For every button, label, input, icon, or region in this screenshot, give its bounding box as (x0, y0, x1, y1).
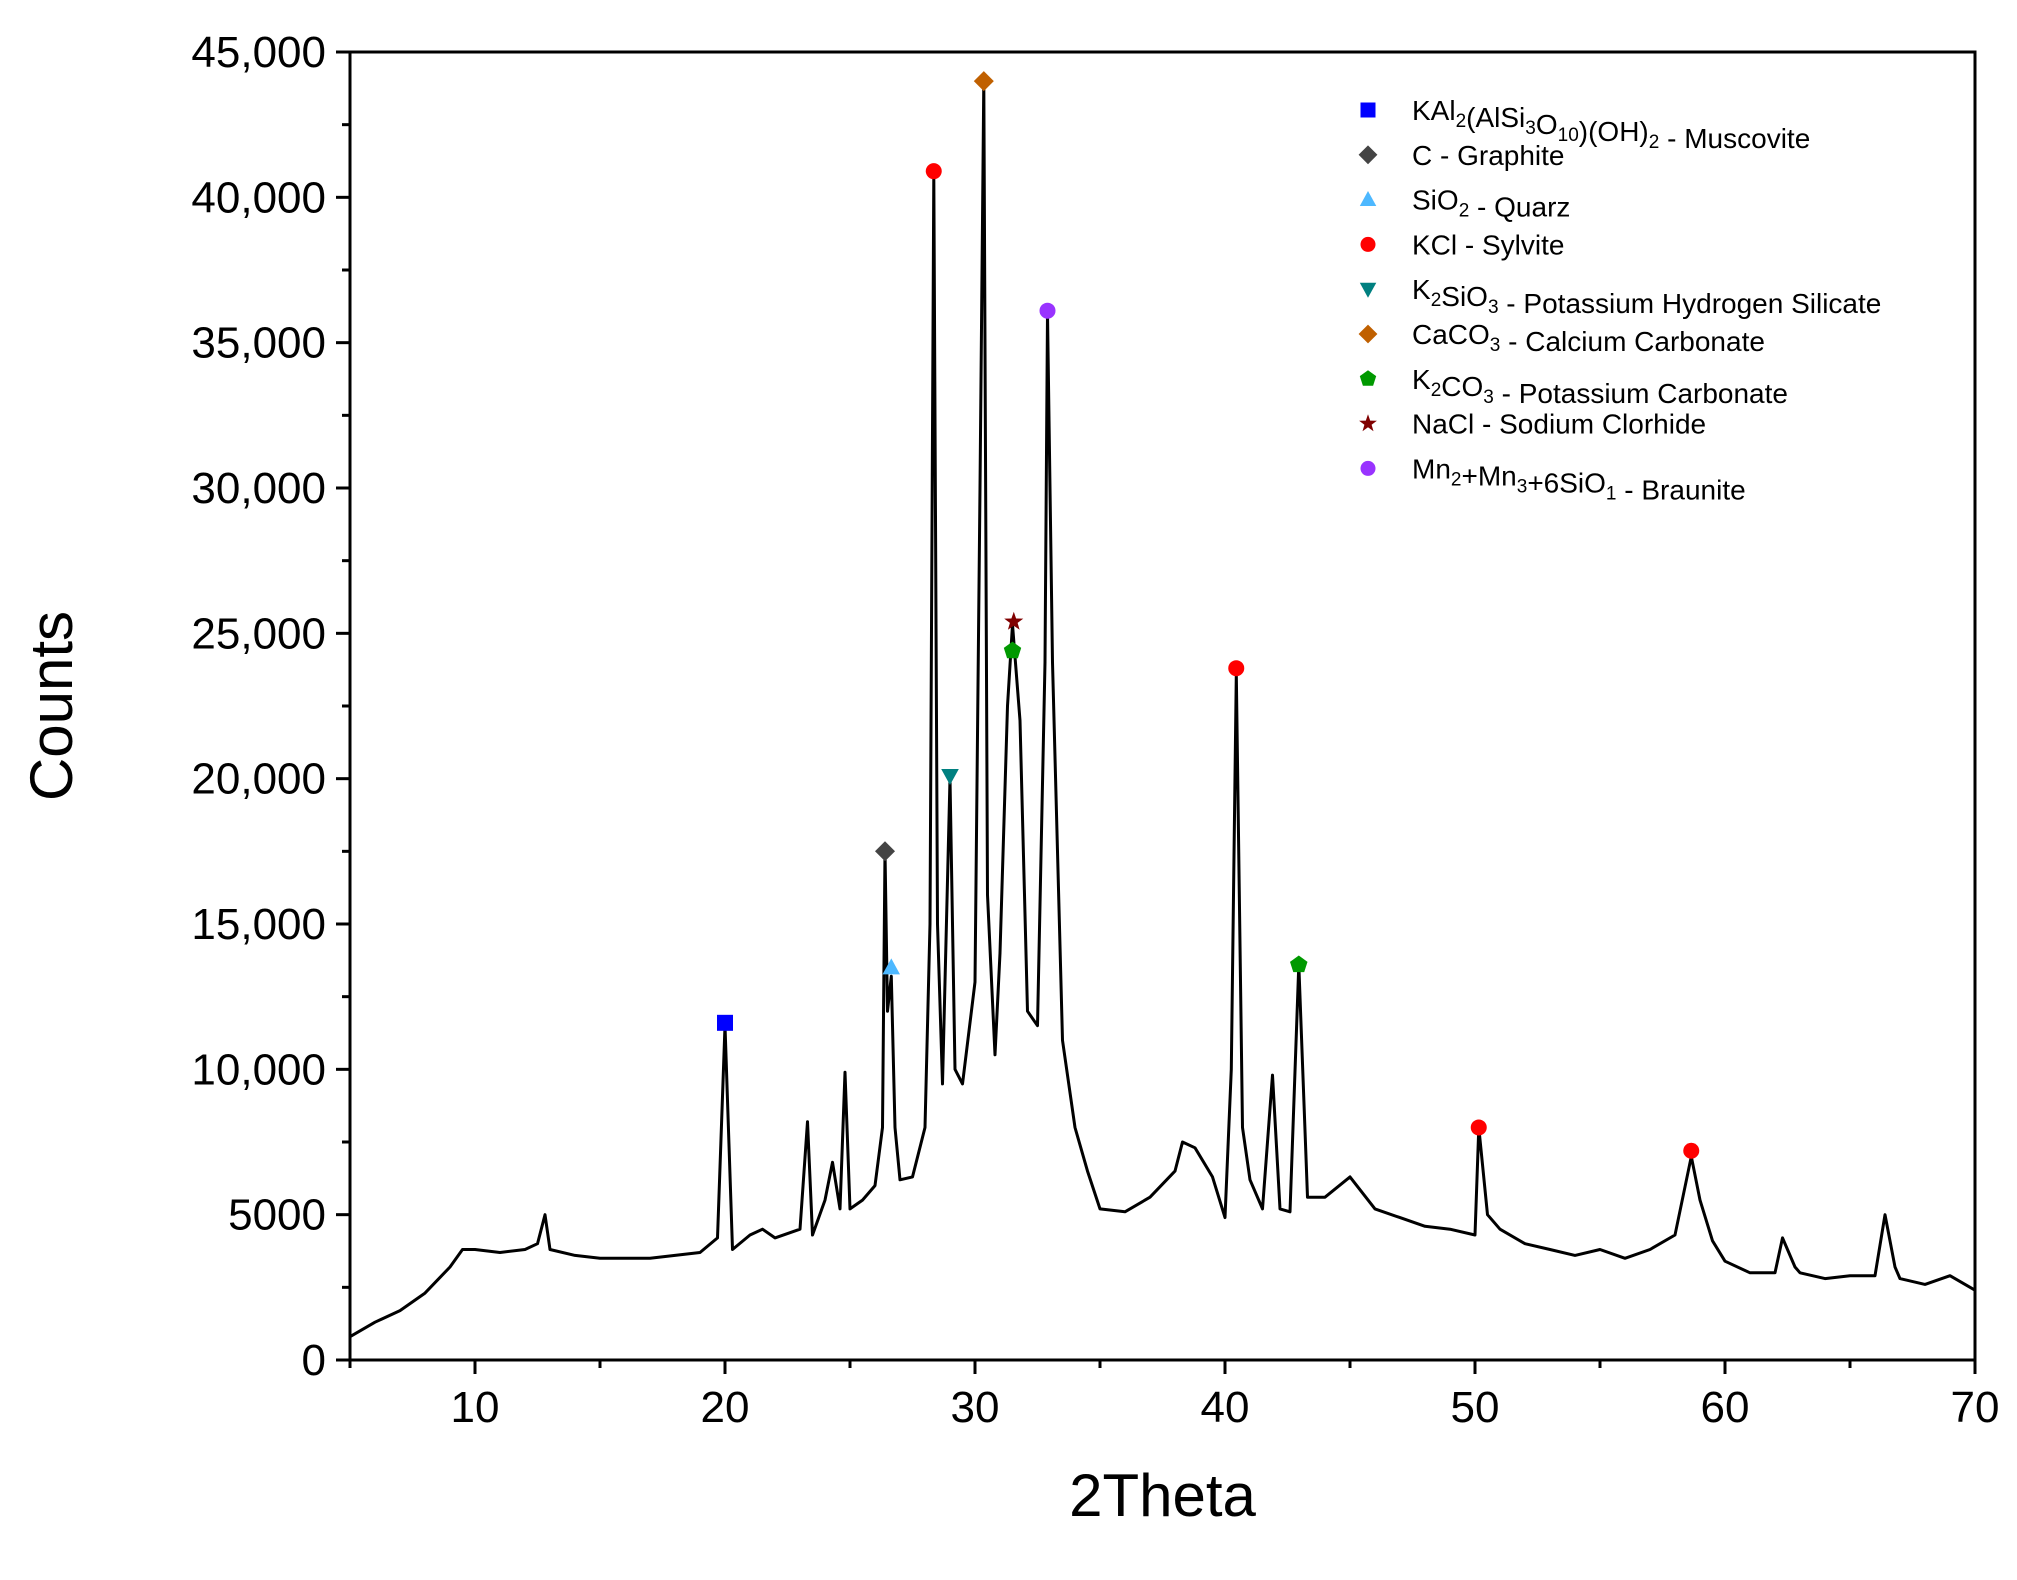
legend-marker (1359, 191, 1377, 206)
y-tick-label: 15,000 (191, 900, 326, 949)
legend-marker (1358, 324, 1378, 344)
peak-marker (1290, 955, 1308, 973)
legend-marker (1358, 145, 1378, 165)
peak-marker (1039, 302, 1056, 319)
y-tick-label: 45,000 (191, 28, 326, 77)
legend-label: CaCO3 - Calcium Carbonate (1412, 319, 1765, 357)
x-axis-title: 2Theta (1069, 1462, 1256, 1529)
peak-marker (1470, 1119, 1487, 1136)
legend-label: SiO2 - Quarz (1412, 185, 1570, 223)
peak-marker (882, 958, 900, 975)
legend-marker (1360, 236, 1376, 252)
peak-marker (875, 841, 895, 862)
peak-marker (1683, 1142, 1700, 1159)
y-tick-label: 0 (302, 1336, 326, 1385)
peak-marker (1004, 611, 1024, 630)
x-tick-label: 10 (451, 1383, 500, 1432)
x-tick-label: 50 (1451, 1383, 1500, 1432)
legend-label: K2CO3 - Potassium Carbonate (1412, 364, 1788, 409)
plot-frame (348, 50, 1977, 1362)
legend-label: NaCl - Sodium Clorhide (1412, 409, 1706, 440)
xrd-pattern-line (349, 79, 1976, 1338)
y-tick-label: 40,000 (191, 173, 326, 222)
legend-marker (1360, 102, 1376, 118)
axes (348, 50, 1977, 1362)
peak-marker (1228, 660, 1245, 677)
peak-marker (925, 163, 942, 180)
x-tick-label: 60 (1701, 1383, 1750, 1432)
legend-label: KAl2(AlSi3O10)(OH)2 - Muscovite (1412, 95, 1810, 154)
ticks: 10 20 30 40 50 60 70 0 5000 10,000 15,000 20,000 25,… (191, 28, 1999, 1432)
y-tick-label: 35,000 (191, 319, 326, 368)
legend-label: KCl - Sylvite (1412, 229, 1564, 260)
x-tick-label: 30 (951, 1383, 1000, 1432)
peak-marker (941, 769, 959, 785)
peak-marker (973, 71, 994, 92)
legend-label: Mn2+Mn3+6SiO1 - Braunite (1412, 453, 1746, 505)
y-tick-label: 30,000 (191, 464, 326, 513)
legend-marker (1360, 460, 1376, 476)
y-tick-label: 5000 (228, 1191, 326, 1240)
legend-label: C - Graphite (1412, 140, 1565, 171)
legend-label: K2SiO3 - Potassium Hydrogen Silicate (1412, 274, 1881, 319)
x-tick-label: 40 (1201, 1383, 1250, 1432)
peak-marker (717, 1014, 733, 1031)
peak-marker (1003, 641, 1022, 659)
legend-marker (1359, 282, 1377, 298)
x-tick-label: 20 (701, 1383, 750, 1432)
plot-area (349, 71, 1976, 1338)
y-tick-label: 10,000 (191, 1045, 326, 1094)
x-tick-label: 70 (1951, 1383, 2000, 1432)
legend-marker (1359, 414, 1377, 432)
y-tick-label: 20,000 (191, 755, 326, 804)
y-axis-title: Counts (18, 611, 85, 801)
y-tick-label: 25,000 (191, 609, 326, 658)
legend-marker (1359, 370, 1377, 386)
